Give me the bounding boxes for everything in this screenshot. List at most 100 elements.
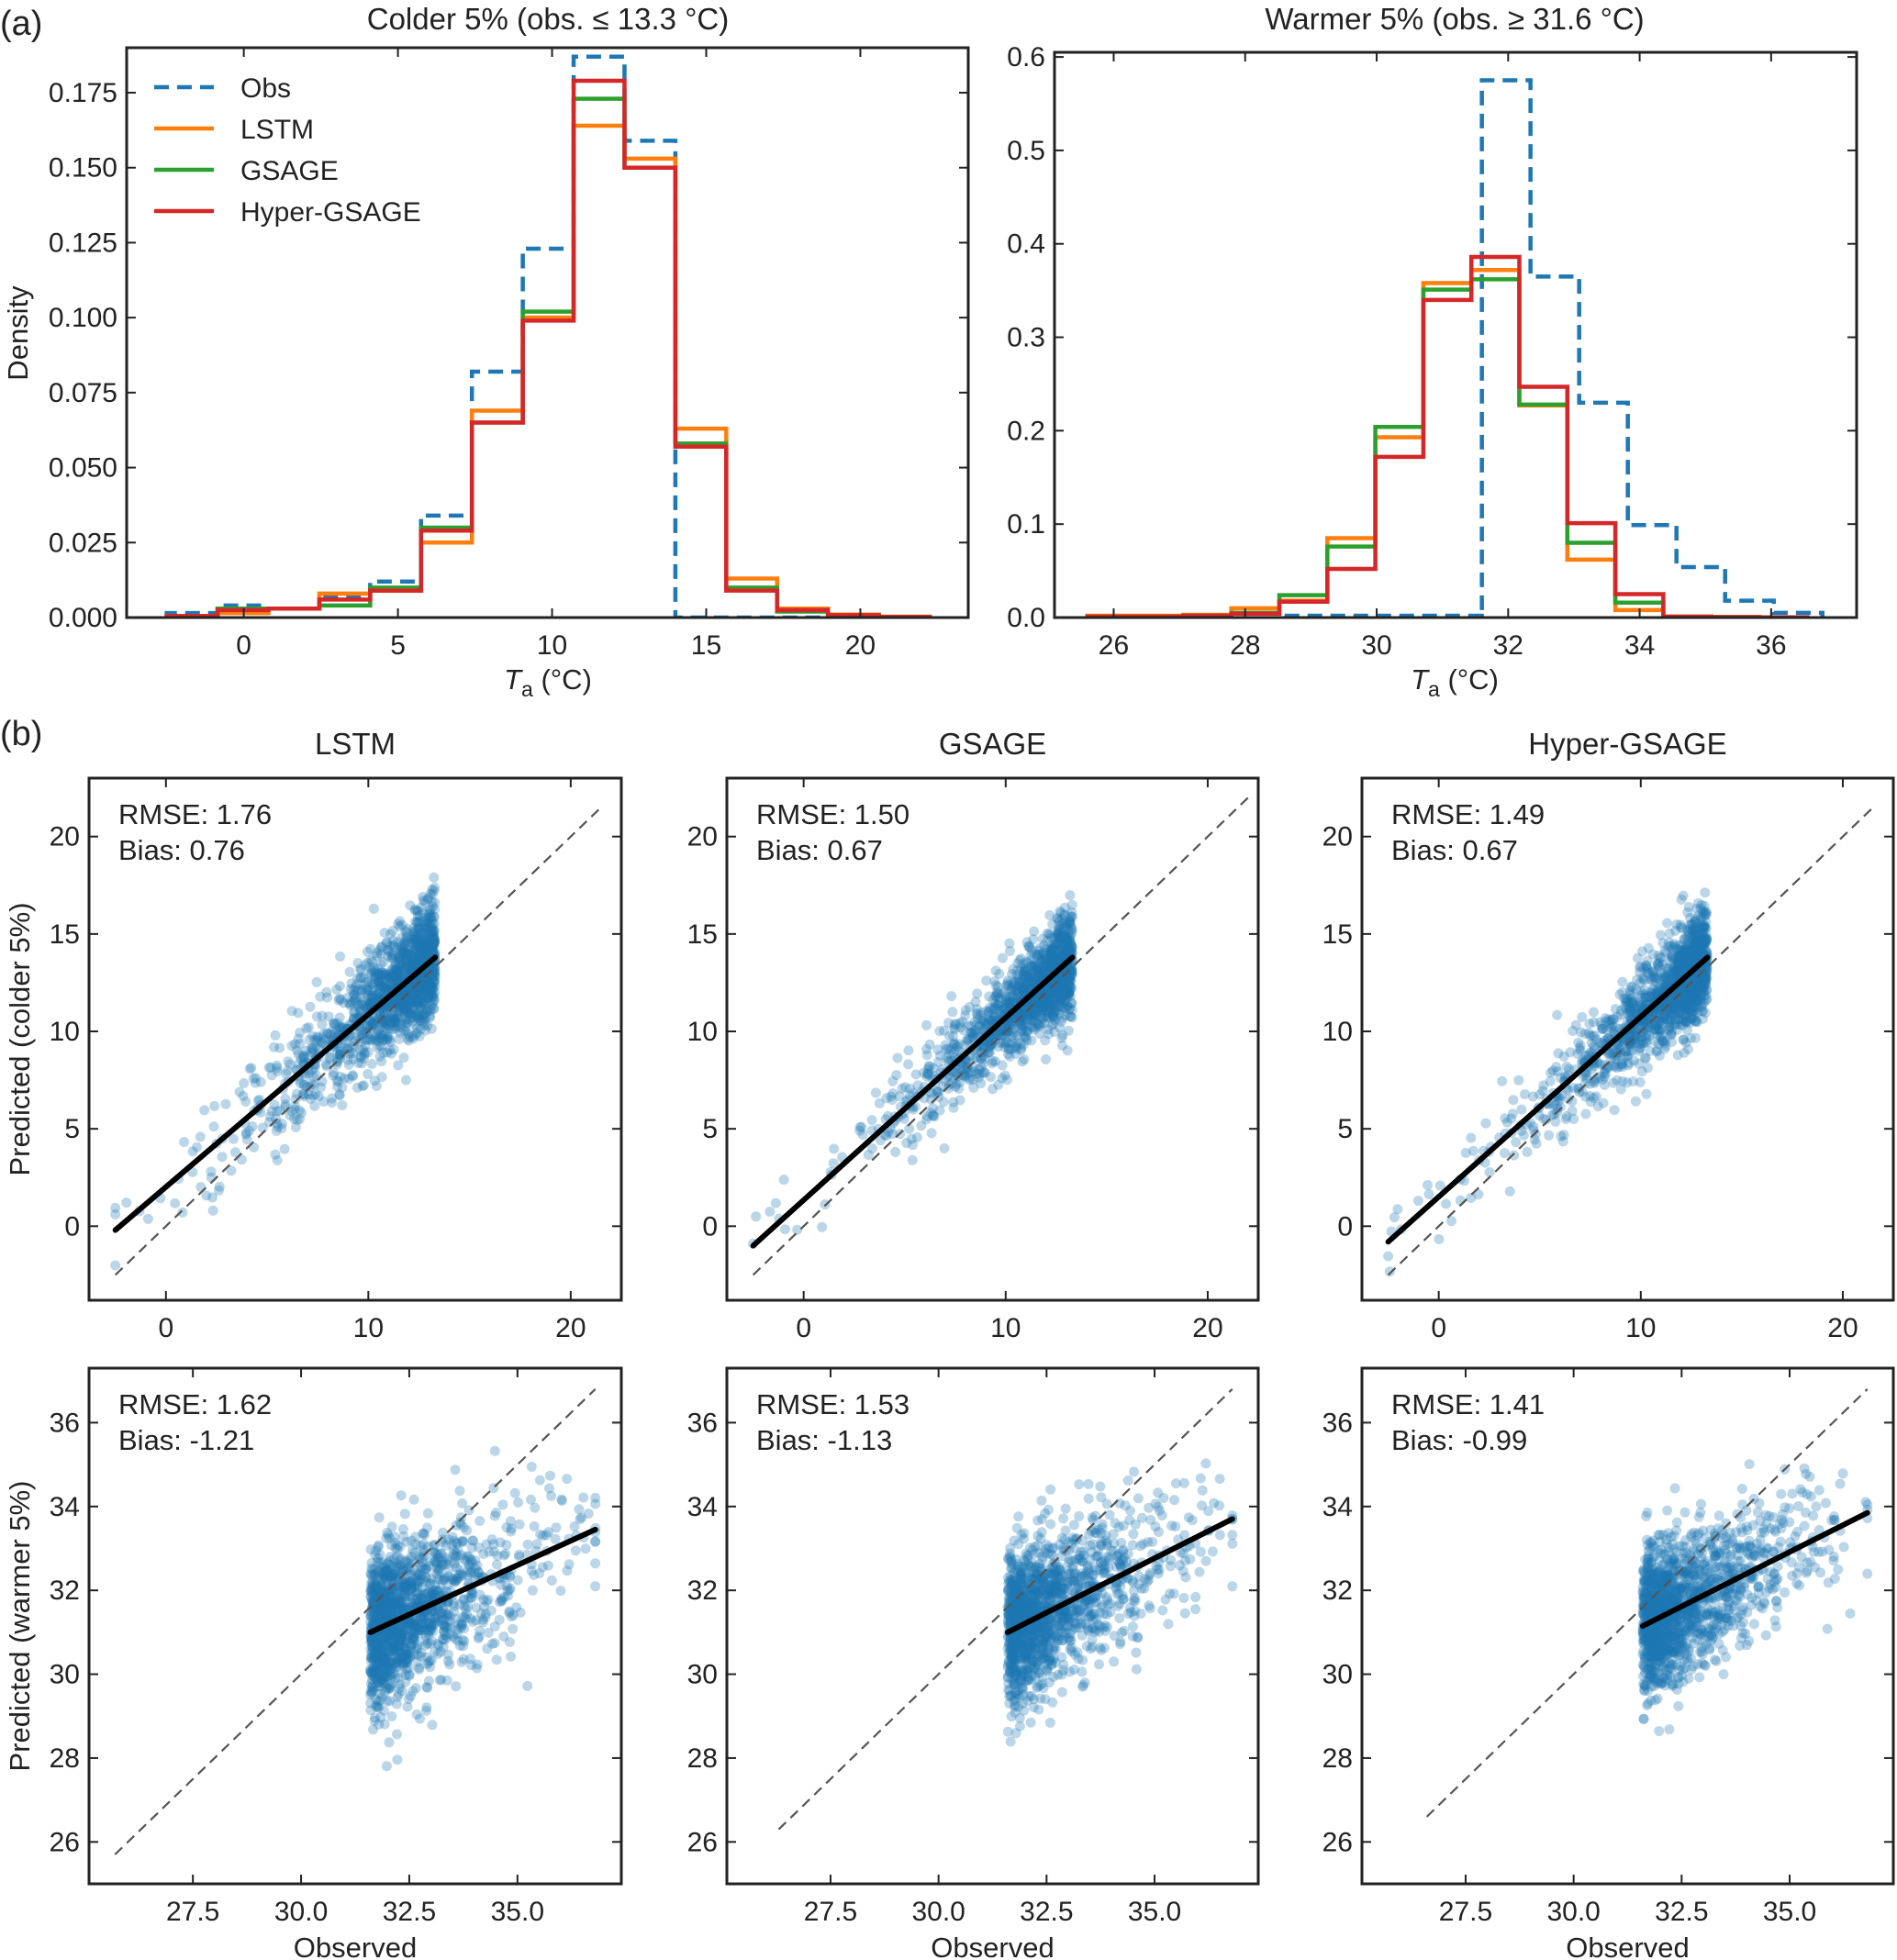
scatter-point — [356, 1058, 367, 1069]
scatter-point — [411, 933, 422, 944]
scatter-point — [385, 947, 395, 958]
scatter-point — [1634, 1058, 1645, 1069]
scatter-point — [1006, 997, 1017, 1008]
scatter-point — [1700, 922, 1711, 933]
scatter-point — [1608, 1060, 1619, 1071]
scatter-point — [377, 983, 388, 993]
scatter-point — [1691, 991, 1702, 1002]
scatter-point — [1060, 945, 1071, 956]
scatter-point — [1047, 997, 1058, 1008]
scatter-point — [1016, 953, 1027, 964]
scatter-point — [414, 986, 425, 997]
scatter-point — [1697, 923, 1708, 934]
scatter-point — [1682, 984, 1693, 995]
scatter-point — [394, 963, 405, 973]
scatter-point — [1584, 1019, 1595, 1030]
scatter-point — [984, 1002, 995, 1013]
scatter-point — [1655, 930, 1666, 941]
scatter-point — [399, 1004, 410, 1015]
scatter-point — [392, 972, 402, 983]
scatter-point — [1050, 986, 1061, 997]
scatter-point — [1673, 961, 1684, 972]
scatter-point — [1647, 967, 1658, 978]
scatter-point — [1054, 991, 1065, 1002]
scatter-point — [248, 1073, 259, 1084]
scatter-point — [1021, 979, 1032, 990]
xlabel-main: T — [1411, 663, 1430, 696]
scatter-point — [792, 1224, 803, 1235]
scatter-point — [1691, 992, 1702, 1003]
scatter-point — [856, 1121, 867, 1132]
scatter-point — [1056, 992, 1067, 1003]
scatter-point — [890, 1146, 901, 1157]
scatter-point — [960, 1005, 971, 1016]
scatter-point — [1679, 951, 1690, 962]
scatter-point — [1644, 991, 1655, 1002]
scatter-point — [1696, 930, 1707, 941]
scatter-point — [430, 934, 441, 944]
scatter-point — [1028, 1022, 1039, 1032]
scatter-point — [1678, 992, 1689, 1003]
scatter-point — [1660, 980, 1671, 991]
scatter-point — [228, 1133, 239, 1144]
scatter-point — [1686, 941, 1697, 951]
scatter-point — [1668, 968, 1679, 979]
scatter-point — [1690, 1015, 1701, 1026]
scatter-point — [388, 968, 399, 979]
scatter-point — [1046, 955, 1057, 966]
scatter-point — [1667, 971, 1678, 982]
scatter-point — [1687, 1006, 1698, 1017]
scatter-point — [1658, 982, 1669, 993]
scatter-point — [1640, 1036, 1651, 1047]
scatter-point — [420, 974, 431, 985]
scatter-point — [998, 989, 1009, 999]
scatter-point — [416, 974, 427, 985]
scatter-point — [1048, 951, 1059, 962]
scatter-point — [1702, 934, 1713, 945]
scatter-point — [1686, 947, 1697, 958]
scatter-point — [352, 1058, 363, 1068]
scatter-point — [399, 946, 410, 957]
scatter-point — [1558, 1051, 1569, 1062]
scatter-point — [355, 1052, 366, 1064]
scatter-point — [1687, 989, 1698, 1000]
scatter-point — [964, 1073, 975, 1084]
scatter-point — [1049, 1008, 1059, 1018]
scatter-point — [1552, 1009, 1563, 1020]
scatter-point — [934, 1026, 945, 1037]
scatter-point — [1691, 978, 1702, 988]
scatter-point — [352, 986, 363, 997]
scatter-point — [335, 1071, 346, 1082]
scatter-point — [1682, 986, 1693, 997]
scatter-point — [1701, 908, 1712, 919]
scatter-point — [407, 953, 418, 963]
scatter-point — [402, 961, 413, 972]
scatter-point — [1691, 903, 1702, 914]
scatter-point — [1021, 977, 1032, 988]
scatter-point — [1048, 954, 1058, 965]
scatter-point — [349, 995, 360, 1006]
scatter-point — [293, 1008, 304, 1019]
scatter-point — [984, 991, 995, 1002]
scatter-point — [1654, 957, 1665, 968]
scatter-point — [1066, 964, 1077, 975]
scatter-point — [1631, 1038, 1642, 1049]
scatter-point — [1697, 986, 1708, 997]
scatter-point — [418, 917, 430, 928]
scatter-point — [426, 934, 437, 945]
scatter-point — [1054, 995, 1065, 1006]
scatter-point — [1690, 1016, 1701, 1027]
scatter-point — [1697, 999, 1708, 1010]
scatter-point — [1460, 1147, 1471, 1158]
scatter-point — [1018, 974, 1028, 986]
scatter-point — [406, 1008, 417, 1019]
scatter-point — [1611, 1047, 1622, 1058]
scatter-point — [374, 945, 385, 956]
scatter-point — [396, 932, 407, 943]
scatter-point — [1619, 1052, 1630, 1063]
scatter-point — [1060, 1003, 1071, 1014]
scatter-point — [1698, 938, 1709, 949]
scatter-point — [1043, 947, 1055, 957]
scatter-point — [1050, 955, 1061, 966]
scatter-point — [407, 962, 418, 973]
